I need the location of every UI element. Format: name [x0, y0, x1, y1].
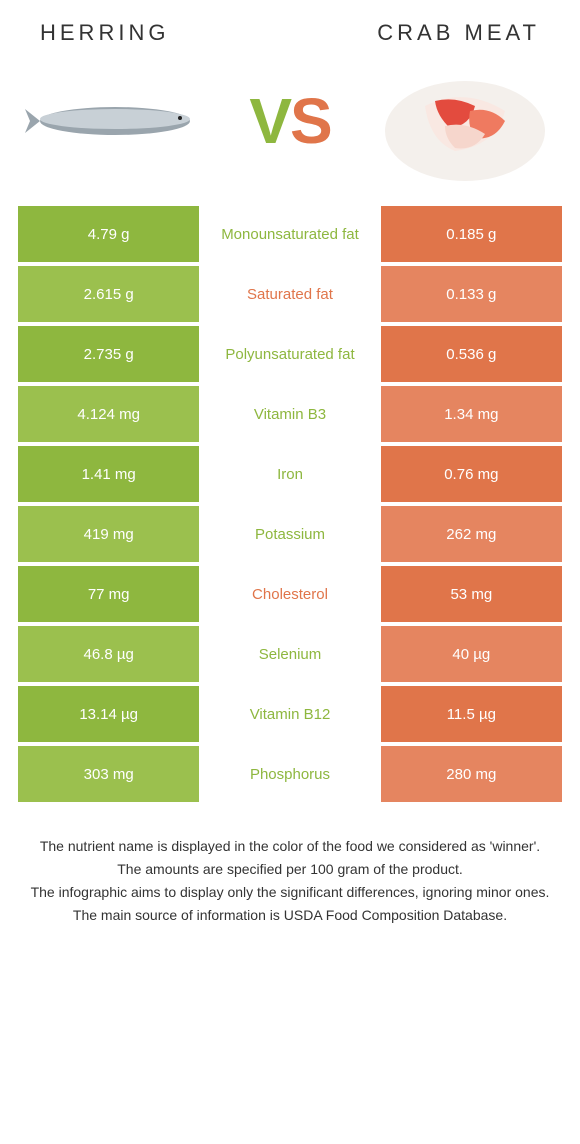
nutrient-row: 2.615 gSaturated fat0.133 g [18, 266, 562, 322]
right-value: 0.76 mg [381, 446, 562, 502]
nutrient-label: Vitamin B3 [199, 386, 380, 442]
nutrient-row: 419 mgPotassium262 mg [18, 506, 562, 562]
left-value: 4.79 g [18, 206, 199, 262]
right-value: 1.34 mg [381, 386, 562, 442]
note-line: The main source of information is USDA F… [30, 905, 550, 926]
left-value: 303 mg [18, 746, 199, 802]
right-value: 0.185 g [381, 206, 562, 262]
nutrient-row: 77 mgCholesterol53 mg [18, 566, 562, 622]
nutrient-label: Vitamin B12 [199, 686, 380, 742]
nutrient-label: Phosphorus [199, 746, 380, 802]
nutrient-label: Saturated fat [199, 266, 380, 322]
nutrient-label: Cholesterol [199, 566, 380, 622]
note-line: The amounts are specified per 100 gram o… [30, 859, 550, 880]
footer-notes: The nutrient name is displayed in the co… [0, 806, 580, 926]
nutrient-table: 4.79 gMonounsaturated fat0.185 g2.615 gS… [0, 206, 580, 802]
vs-label: VS [249, 84, 330, 158]
left-value: 13.14 µg [18, 686, 199, 742]
left-value: 46.8 µg [18, 626, 199, 682]
nutrient-row: 46.8 µgSelenium40 µg [18, 626, 562, 682]
note-line: The infographic aims to display only the… [30, 882, 550, 903]
left-value: 2.735 g [18, 326, 199, 382]
images-row: VS [0, 56, 580, 206]
left-value: 2.615 g [18, 266, 199, 322]
nutrient-label: Monounsaturated fat [199, 206, 380, 262]
right-value: 40 µg [381, 626, 562, 682]
left-food-image [20, 56, 210, 186]
right-food-title: CRAB MEAT [377, 20, 540, 46]
left-value: 4.124 mg [18, 386, 199, 442]
note-line: The nutrient name is displayed in the co… [30, 836, 550, 857]
right-value: 0.133 g [381, 266, 562, 322]
nutrient-row: 4.79 gMonounsaturated fat0.185 g [18, 206, 562, 262]
left-value: 419 mg [18, 506, 199, 562]
nutrient-label: Selenium [199, 626, 380, 682]
vs-v: V [249, 85, 290, 157]
left-value: 1.41 mg [18, 446, 199, 502]
left-value: 77 mg [18, 566, 199, 622]
right-value: 280 mg [381, 746, 562, 802]
nutrient-label: Potassium [199, 506, 380, 562]
nutrient-row: 1.41 mgIron0.76 mg [18, 446, 562, 502]
vs-s: S [290, 85, 331, 157]
right-value: 262 mg [381, 506, 562, 562]
header: HERRING CRAB MEAT [0, 0, 580, 56]
nutrient-row: 303 mgPhosphorus280 mg [18, 746, 562, 802]
nutrient-row: 2.735 gPolyunsaturated fat0.536 g [18, 326, 562, 382]
right-value: 11.5 µg [381, 686, 562, 742]
nutrient-label: Polyunsaturated fat [199, 326, 380, 382]
nutrient-label: Iron [199, 446, 380, 502]
nutrient-row: 4.124 mgVitamin B31.34 mg [18, 386, 562, 442]
right-value: 0.536 g [381, 326, 562, 382]
right-food-image [370, 56, 560, 186]
nutrient-row: 13.14 µgVitamin B1211.5 µg [18, 686, 562, 742]
left-food-title: HERRING [40, 20, 169, 46]
right-value: 53 mg [381, 566, 562, 622]
